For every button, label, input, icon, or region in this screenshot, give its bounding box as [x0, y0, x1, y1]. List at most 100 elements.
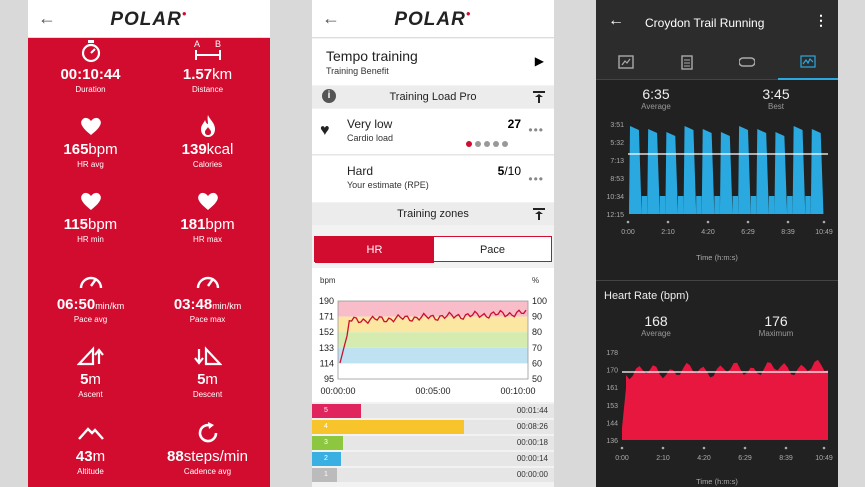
pace-x-tick: 4:20 — [701, 229, 715, 236]
app-header: ← POLAR● — [312, 0, 554, 38]
collapse-icon[interactable] — [532, 207, 546, 221]
metric-label: HR min — [77, 235, 104, 244]
tab-hr[interactable]: HR — [315, 237, 434, 263]
polar-training-screen: ← POLAR● Tempo training Training Benefit… — [312, 0, 554, 487]
hr-average: 168 Average — [641, 313, 671, 338]
hr-area — [622, 359, 828, 440]
pace-recovery — [732, 196, 739, 214]
metric-pace-max: 03:48min/km Pace max — [147, 268, 268, 324]
app-header: ← Croydon Trail Running ⋮ — [596, 0, 838, 44]
activity-tabs — [596, 44, 838, 80]
cardio-load-label: Cardio load — [347, 133, 394, 143]
y-tick-right: 80 — [532, 327, 542, 337]
more-options-icon[interactable]: ••• — [528, 172, 544, 186]
metric-value: 88steps/min — [167, 448, 248, 465]
pace-y-tick: 10:34 — [606, 194, 624, 201]
metric-label: Altitude — [77, 467, 104, 476]
metric-value: 43m — [75, 448, 106, 465]
pace-recovery — [787, 196, 793, 214]
pace-x-dot — [666, 220, 670, 224]
heart-icon — [147, 188, 268, 214]
tab-stats[interactable] — [657, 44, 718, 80]
metric-label: Descent — [192, 390, 223, 399]
pace-x-tick: 8:39 — [781, 229, 795, 236]
polar-summary-screen: ← POLAR● 00:10:44 Duration A B 1.57km Distanc… — [28, 0, 270, 487]
hr-x-label: Time (h:m:s) — [696, 477, 738, 486]
metric-pace-avg: 06:50min/km Pace avg — [30, 268, 151, 324]
pace-y-tick: 7:13 — [610, 158, 624, 165]
pace-recovery — [805, 196, 811, 214]
back-arrow-icon[interactable]: ← — [608, 12, 624, 29]
metric-value: 06:50min/km — [56, 296, 125, 313]
hr-x-tick: 2:10 — [656, 455, 670, 462]
rpe-label: Your estimate (RPE) — [347, 180, 429, 190]
pace-x-tick: 6:29 — [741, 229, 755, 236]
cardio-load-row[interactable]: ♥ Very low Cardio load 27 ••• — [312, 109, 554, 155]
x-tick: 00:00:00 — [320, 386, 355, 396]
document-icon — [681, 54, 693, 70]
zone-bar: 2 — [312, 452, 342, 466]
overflow-menu-icon[interactable]: ⋮ — [814, 12, 828, 28]
tab-laps[interactable] — [717, 44, 778, 80]
zone-time: 00:00:14 — [516, 454, 548, 463]
zone-bars: 5 00:01:44 4 00:08:26 3 00:00:18 2 00:00:14 1 00:… — [312, 404, 554, 484]
metric-descent: 5m Descent — [147, 343, 268, 399]
y-tick-left: 95 — [324, 374, 334, 384]
overview-icon — [618, 55, 634, 69]
x-tick: 00:05:00 — [415, 386, 450, 396]
pace-y-tick: 12:15 — [606, 212, 624, 219]
metric-calories: 139kcal Calories — [147, 113, 268, 169]
info-icon[interactable]: i — [322, 89, 336, 103]
pace-interval-bar — [792, 126, 806, 214]
collapse-icon[interactable] — [532, 90, 546, 104]
rpe-level: Hard — [347, 164, 374, 178]
pace-y-tick: 5:32 — [610, 140, 624, 147]
y-tick-right: 90 — [532, 312, 542, 322]
hr-chart-title: Heart Rate (bpm) — [604, 290, 689, 302]
metric-label: Distance — [191, 85, 224, 94]
metric-value: 181bpm — [180, 216, 235, 233]
back-arrow-icon[interactable]: ← — [322, 8, 340, 28]
tab-overview[interactable] — [596, 44, 657, 80]
pace-y-tick: 3:51 — [610, 122, 624, 129]
metric-label: Ascent — [78, 390, 103, 399]
zone-band — [338, 347, 528, 364]
hr-maximum: 176 Maximum — [758, 313, 794, 338]
pace-interval-bar — [810, 129, 824, 214]
metric-label: Pace avg — [73, 315, 108, 324]
plot-frame — [337, 300, 529, 380]
pace-average: 6:35 Average — [641, 86, 671, 111]
tab-pace[interactable]: Pace — [479, 244, 506, 256]
pace-interval-bar — [683, 126, 697, 214]
rpe-row[interactable]: Hard Your estimate (RPE) 5/10 ••• — [312, 156, 554, 202]
heart-icon — [30, 113, 151, 139]
metric-value: 5m — [197, 371, 218, 388]
hr-x-tick: 6:29 — [738, 455, 752, 462]
hr-line — [339, 309, 527, 364]
zone-bar: 3 — [312, 436, 344, 450]
hr-y-tick: 153 — [606, 403, 618, 410]
pace-x-tick: 0:00 — [621, 229, 635, 236]
training-benefit-row[interactable]: Tempo training Training Benefit ▶ — [312, 39, 554, 85]
tab-charts[interactable] — [777, 44, 838, 80]
stopwatch-icon — [30, 38, 151, 64]
cardio-load-level: Very low — [347, 117, 393, 131]
back-arrow-icon[interactable]: ← — [38, 8, 56, 28]
heart-icon: ♥ — [320, 122, 330, 139]
zone-time: 00:00:00 — [516, 470, 548, 479]
y-tick-left: 152 — [319, 327, 334, 337]
zone-row-3: 3 00:00:18 — [312, 436, 554, 450]
garmin-activity-screen: ← Croydon Trail Running ⋮ 6:35 Average 3:… — [596, 0, 838, 487]
zone-bar: 5 — [312, 404, 361, 418]
pace-x-tick: 10:49 — [815, 229, 833, 236]
training-load-title: Training Load Pro — [389, 91, 477, 103]
hr-x-tick: 10:49 — [815, 455, 833, 462]
training-load-header: i Training Load Pro — [312, 86, 554, 108]
play-icon[interactable]: ▶ — [534, 54, 544, 68]
more-options-icon[interactable]: ••• — [528, 123, 544, 137]
pace-recovery — [768, 196, 775, 214]
activity-title: Croydon Trail Running — [645, 16, 765, 30]
zone-band — [338, 332, 528, 348]
metric-label: Cadence avg — [183, 467, 232, 476]
pace-recovery — [714, 196, 720, 214]
